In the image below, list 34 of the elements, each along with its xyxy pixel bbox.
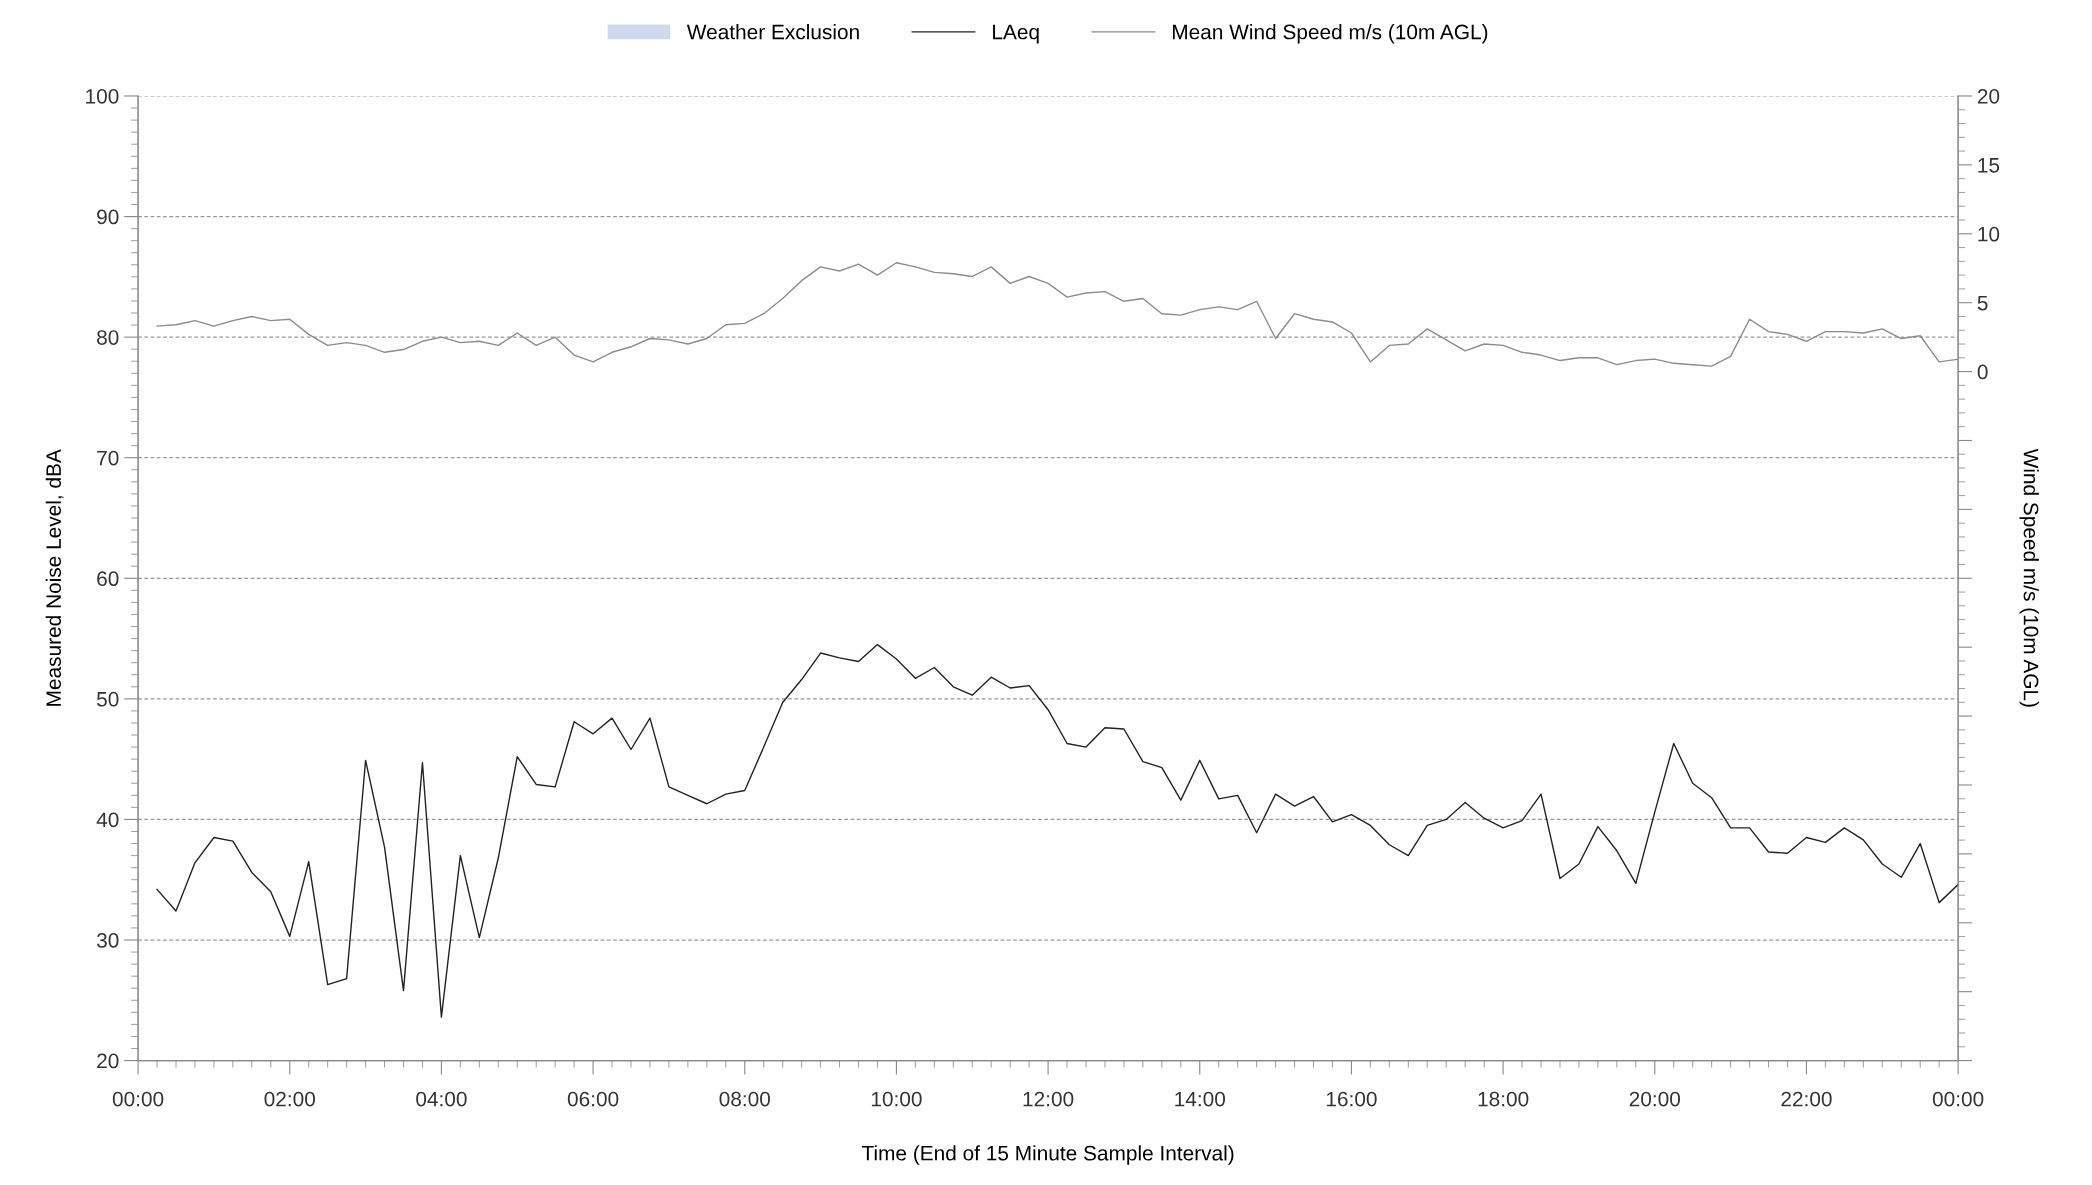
y2-tick-label: 5 [1977,295,1988,311]
x-tick-label: 00:00 [1932,1091,1984,1107]
y2-tick-label: 20 [1977,88,2000,104]
x-tick-label: 22:00 [1781,1091,1832,1107]
x-tick-label: 10:00 [871,1091,922,1107]
x-tick-label: 00:00 [112,1091,164,1107]
x-tick-label: 02:00 [264,1091,315,1107]
legend-label: Weather Exclusion [686,24,859,40]
y-tick-label: 90 [97,209,119,225]
y2-tick-label: 0 [1977,364,1988,380]
y2-tick-label: 15 [1978,158,2000,173]
y-tick-label: 100 [86,88,119,104]
x-tick-label: 12:00 [1023,1091,1074,1107]
y-tick-label: 50 [96,691,119,707]
y-tick-label: 80 [97,330,119,345]
y-tick-label: 40 [96,812,119,828]
y-tick-label: 20 [97,1053,119,1069]
y-tick-label: 30 [96,933,119,948]
y-tick-label: 60 [97,571,119,587]
x-tick-label: 14:00 [1175,1091,1226,1107]
x-tick-label: 16:00 [1326,1091,1377,1107]
line-series [156,643,1959,1018]
legend-label: Mean Wind Speed m/s (10m AGL) [1172,24,1488,44]
y2-axis-title: Wind Speed m/s (10m AGL) [2019,448,2039,707]
x-tick-label: 08:00 [719,1091,771,1107]
y-tick-label: 70 [97,450,119,466]
y-axis-title: Measured Noise Level, dBA [45,449,64,706]
legend-label: LAeq [993,24,1039,44]
y2-tick-label: 10 [1978,226,2000,242]
x-tick-label: 04:00 [416,1091,467,1107]
x-axis-title: Time (End of 15 Minute Sample Interval) [861,1145,1234,1165]
x-tick-label: 06:00 [567,1091,619,1107]
x-tick-label: 18:00 [1478,1091,1529,1107]
x-tick-label: 20:00 [1629,1091,1681,1107]
